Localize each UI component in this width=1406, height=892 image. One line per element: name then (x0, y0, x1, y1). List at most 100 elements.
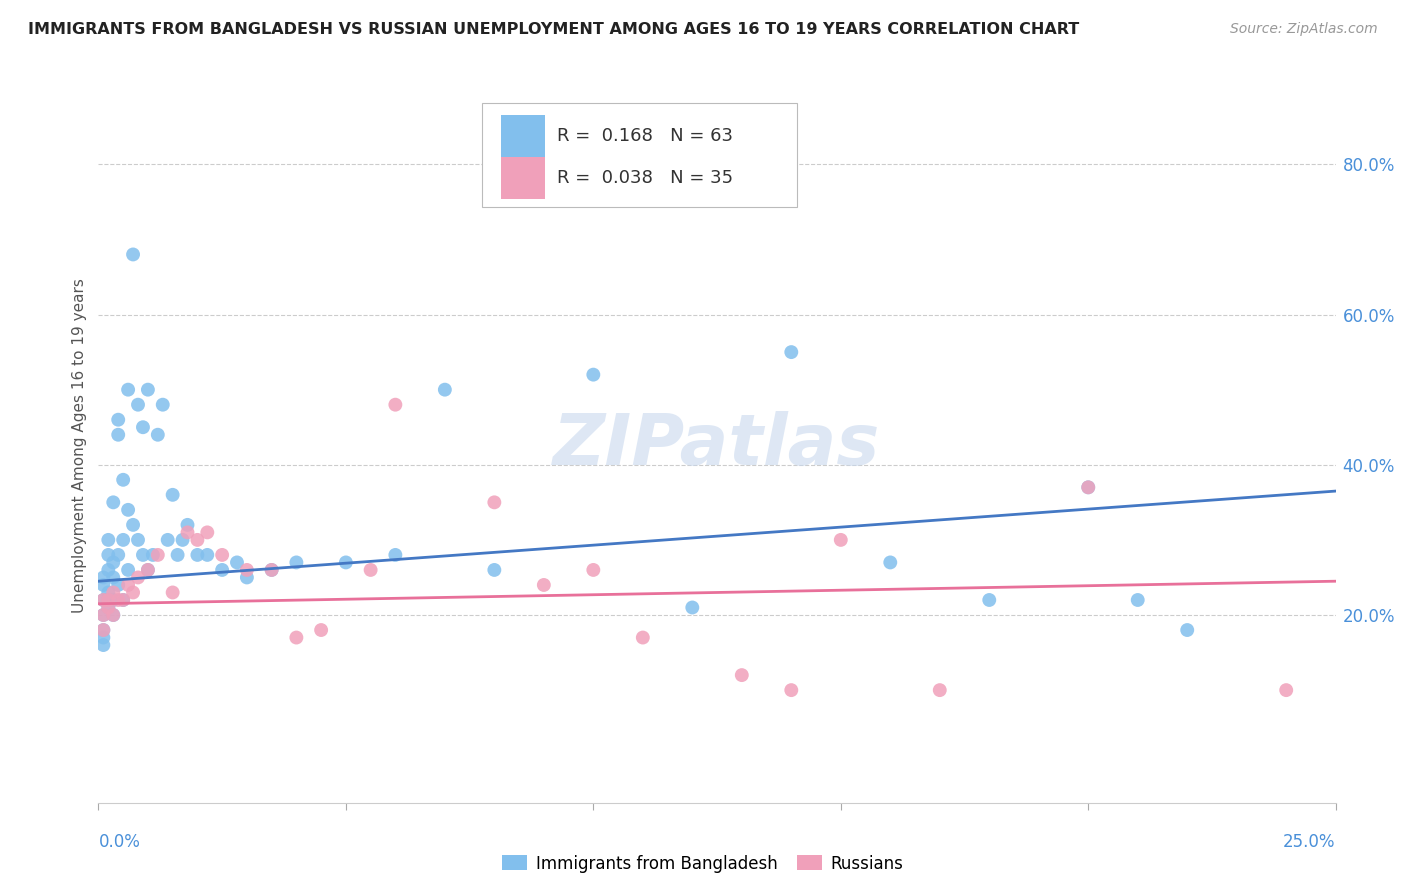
Point (236, 570, 259, 584)
Point (127, 570, 149, 584)
Point (107, 578, 129, 592)
Point (142, 548, 165, 562)
Point (93, 593, 115, 607)
Point (226, 556, 249, 570)
Point (103, 593, 125, 607)
Point (484, 563, 506, 577)
Text: Source: ZipAtlas.com: Source: ZipAtlas.com (1230, 22, 1378, 37)
Point (879, 556, 901, 570)
Point (107, 427, 129, 442)
Point (112, 593, 135, 607)
Point (195, 548, 218, 562)
Point (176, 525, 198, 540)
Point (117, 383, 139, 397)
Point (103, 607, 125, 622)
Point (433, 383, 456, 397)
Point (780, 345, 803, 359)
Point (93, 570, 115, 584)
Point (93, 623, 115, 637)
Point (1175, 623, 1198, 637)
Point (132, 548, 155, 562)
Point (117, 563, 139, 577)
Point (285, 631, 308, 645)
Point (103, 495, 125, 509)
Point (631, 631, 654, 645)
Point (97, 600, 120, 615)
Point (97, 533, 120, 547)
Point (132, 420, 155, 434)
Point (136, 563, 159, 577)
Point (107, 593, 129, 607)
Point (260, 563, 283, 577)
Point (1275, 683, 1298, 698)
Point (112, 593, 135, 607)
Point (97, 563, 120, 577)
FancyBboxPatch shape (501, 157, 546, 200)
Point (156, 533, 179, 547)
Point (122, 585, 145, 599)
Point (152, 398, 174, 412)
Point (93, 638, 115, 652)
Point (97, 548, 120, 562)
Text: 25.0%: 25.0% (1284, 833, 1336, 851)
Point (681, 600, 703, 615)
Text: 0.0%: 0.0% (98, 833, 141, 851)
Point (103, 570, 125, 584)
Point (384, 548, 406, 562)
Point (830, 533, 852, 547)
Point (162, 585, 184, 599)
Point (186, 548, 208, 562)
Point (186, 533, 208, 547)
Point (136, 383, 159, 397)
Point (1126, 593, 1149, 607)
Point (780, 683, 803, 698)
Point (731, 668, 754, 682)
Point (309, 623, 332, 637)
Point (107, 413, 129, 427)
Point (582, 368, 605, 382)
Point (103, 556, 125, 570)
Point (195, 525, 218, 540)
Point (93, 623, 115, 637)
Point (176, 517, 198, 532)
Point (166, 548, 188, 562)
Point (97, 585, 120, 599)
Point (103, 585, 125, 599)
Point (928, 683, 950, 698)
Point (122, 517, 145, 532)
Point (582, 563, 605, 577)
Point (93, 607, 115, 622)
FancyBboxPatch shape (482, 103, 797, 207)
Point (335, 556, 357, 570)
Point (1077, 480, 1099, 494)
Point (162, 488, 184, 502)
Point (122, 247, 145, 261)
Point (93, 631, 115, 645)
Point (103, 607, 125, 622)
Point (97, 593, 120, 607)
Point (211, 548, 233, 562)
Text: R =  0.038   N = 35: R = 0.038 N = 35 (557, 169, 734, 187)
Point (97, 600, 120, 615)
Point (384, 398, 406, 412)
Point (285, 556, 308, 570)
Point (236, 563, 259, 577)
Point (979, 593, 1001, 607)
Point (93, 593, 115, 607)
Legend: Immigrants from Bangladesh, Russians: Immigrants from Bangladesh, Russians (496, 848, 910, 880)
Point (93, 578, 115, 592)
Point (260, 563, 283, 577)
Point (112, 533, 135, 547)
FancyBboxPatch shape (501, 114, 546, 157)
Point (1077, 480, 1099, 494)
Point (146, 427, 169, 442)
Point (117, 578, 139, 592)
Text: R =  0.168   N = 63: R = 0.168 N = 63 (557, 127, 734, 145)
Point (127, 533, 149, 547)
Point (107, 548, 129, 562)
Text: ZIPatlas: ZIPatlas (554, 411, 880, 481)
Text: IMMIGRANTS FROM BANGLADESH VS RUSSIAN UNEMPLOYMENT AMONG AGES 16 TO 19 YEARS COR: IMMIGRANTS FROM BANGLADESH VS RUSSIAN UN… (28, 22, 1080, 37)
Point (127, 398, 149, 412)
Point (112, 473, 135, 487)
Point (484, 495, 506, 509)
